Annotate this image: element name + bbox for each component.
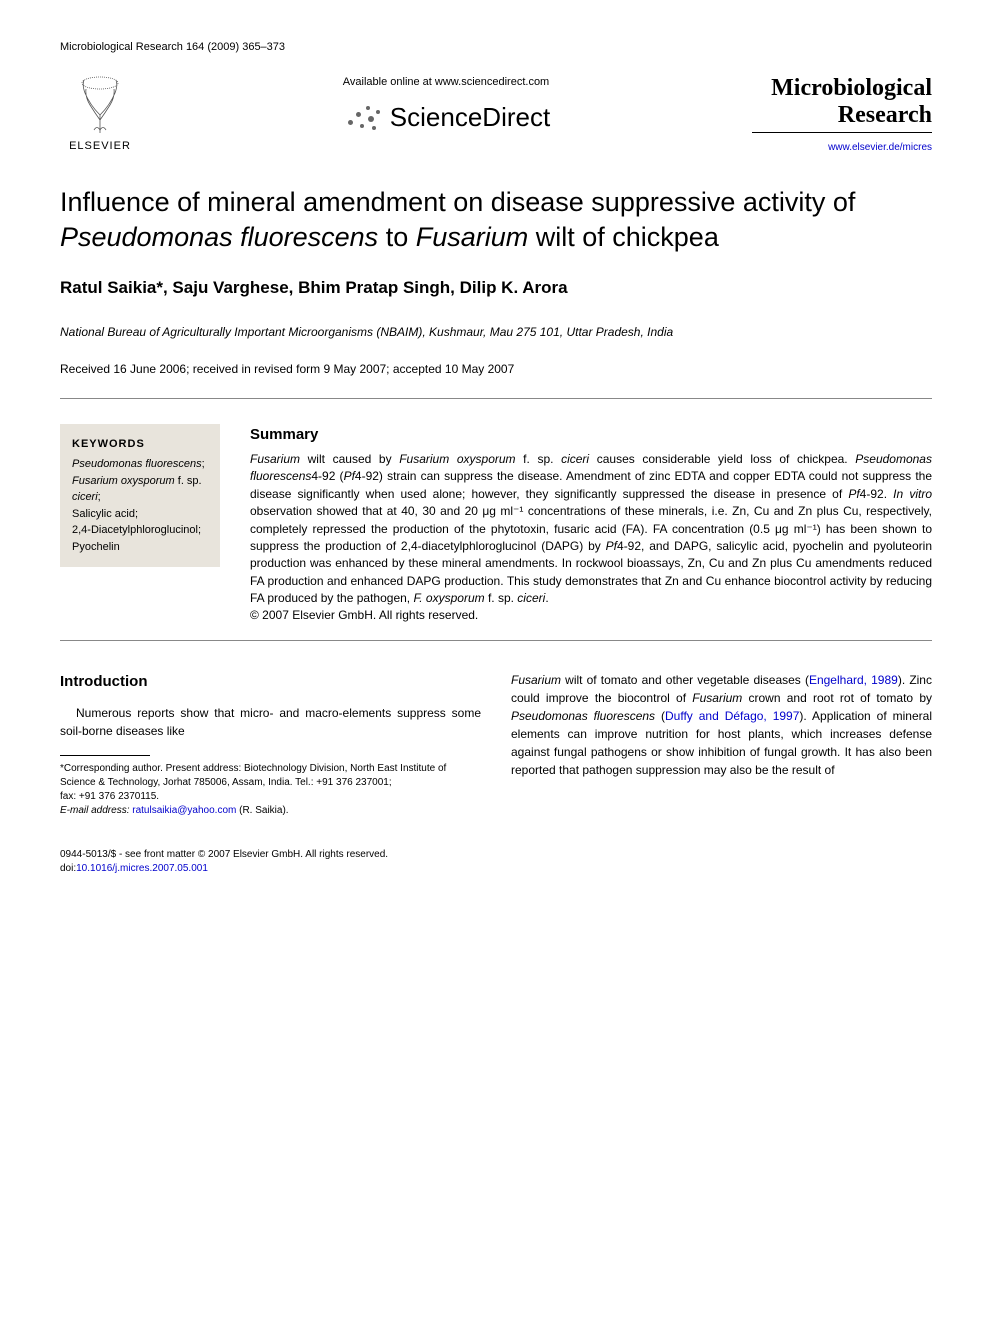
keyword-item: Fusarium oxysporum f. sp. ciceri; [72, 473, 208, 506]
journal-reference: Microbiological Research 164 (2009) 365–… [60, 40, 932, 55]
bottom-metadata: 0944-5013/$ - see front matter © 2007 El… [60, 848, 932, 876]
sciencedirect-block: Available online at www.sciencedirect.co… [140, 75, 752, 135]
keyword-item: Pyochelin [72, 539, 208, 556]
corresponding-author-footnote: *Corresponding author. Present address: … [60, 762, 481, 818]
keywords-heading: KEYWORDS [72, 436, 208, 453]
intro-paragraph-right: Fusarium wilt of tomato and other vegeta… [511, 671, 932, 779]
summary-text: Fusarium wilt caused by Fusarium oxyspor… [250, 451, 932, 625]
footnote-separator [60, 755, 150, 756]
keywords-summary-row: KEYWORDS Pseudomonas fluorescens; Fusari… [60, 424, 932, 641]
affiliation: National Bureau of Agriculturally Import… [60, 324, 932, 341]
left-column: Introduction Numerous reports show that … [60, 671, 481, 818]
body-columns: Introduction Numerous reports show that … [60, 671, 932, 818]
intro-paragraph-left: Numerous reports show that micro- and ma… [60, 704, 481, 740]
keyword-item: 2,4-Diacetylphloroglucinol; [72, 522, 208, 539]
elsevier-logo-block: ELSEVIER [60, 75, 140, 154]
available-online-text: Available online at www.sciencedirect.co… [140, 75, 752, 90]
keywords-box: KEYWORDS Pseudomonas fluorescens; Fusari… [60, 424, 220, 568]
keyword-item: Salicylic acid; [72, 506, 208, 523]
introduction-heading: Introduction [60, 671, 481, 692]
elsevier-label: ELSEVIER [69, 139, 131, 154]
email-link[interactable]: ratulsaikia@yahoo.com [132, 805, 236, 816]
citation-link[interactable]: Engelhard, 1989 [809, 673, 898, 687]
summary-column: Summary Fusarium wilt caused by Fusarium… [250, 424, 932, 625]
summary-heading: Summary [250, 424, 932, 445]
journal-name: MicrobiologicalResearch [752, 75, 932, 133]
copyright-text: © 2007 Elsevier GmbH. All rights reserve… [250, 608, 478, 622]
article-title: Influence of mineral amendment on diseas… [60, 185, 932, 255]
article-dates: Received 16 June 2006; received in revis… [60, 361, 932, 399]
authors: Ratul Saikia*, Saju Varghese, Bhim Prata… [60, 276, 932, 300]
sciencedirect-dots-icon [342, 102, 382, 132]
journal-url-link[interactable]: www.elsevier.de/micres [828, 142, 932, 153]
doi-link[interactable]: 10.1016/j.micres.2007.05.001 [76, 863, 208, 874]
journal-title-block: MicrobiologicalResearch www.elsevier.de/… [752, 75, 932, 155]
right-column: Fusarium wilt of tomato and other vegeta… [511, 671, 932, 818]
keyword-item: Pseudomonas fluorescens; [72, 456, 208, 473]
sciencedirect-text: ScienceDirect [390, 99, 550, 135]
elsevier-tree-icon [70, 75, 130, 135]
issn-line: 0944-5013/$ - see front matter © 2007 El… [60, 848, 932, 862]
sciencedirect-logo: ScienceDirect [140, 99, 752, 135]
citation-link[interactable]: Duffy and Défago, 1997 [665, 709, 799, 723]
header-row: ELSEVIER Available online at www.science… [60, 75, 932, 155]
